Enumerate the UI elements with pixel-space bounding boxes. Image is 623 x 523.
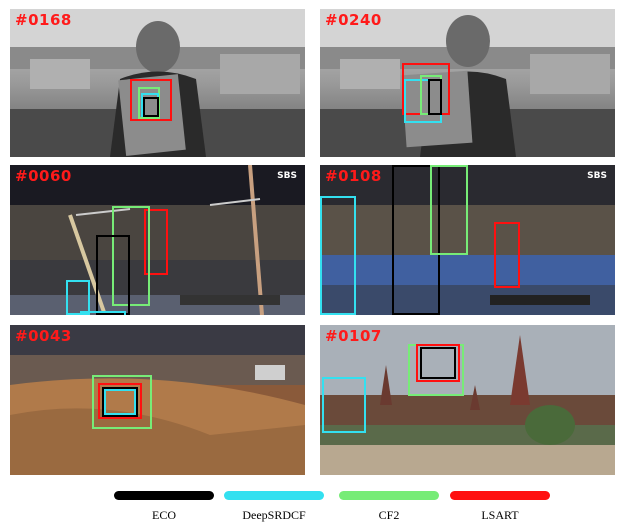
lsart-box (144, 209, 168, 275)
legend-swatch-lsart (450, 491, 550, 500)
frame-3: #0060 SBS (10, 165, 305, 315)
eco-box (392, 165, 440, 315)
legend-label-cf2: CF2 (378, 508, 400, 522)
cf2-box (430, 165, 468, 255)
legend-swatch-cf2 (339, 491, 439, 500)
eco-box (102, 387, 138, 417)
frame-2: #0240 (320, 9, 615, 157)
legend-label-eco: ECO (152, 508, 176, 522)
cf2-box (112, 206, 150, 306)
lsart-box (416, 344, 460, 382)
legend-label-lsart: LSART (481, 508, 519, 522)
frame-6-label: #0107 (325, 327, 382, 345)
frame-1: #0168 (10, 9, 305, 157)
deepsrdcf-box (80, 311, 126, 315)
deepsrdcf-box (320, 196, 356, 315)
frame-4-label: #0108 (325, 167, 382, 185)
frame-2-label: #0240 (325, 11, 382, 29)
legend-swatch-deepsrdcf (224, 491, 324, 500)
sbs-watermark: SBS (277, 171, 297, 181)
legend-swatch-eco (114, 491, 214, 500)
deepsrdcf-box (322, 377, 366, 433)
frame-1-label: #0168 (15, 11, 72, 29)
pole-vault-scene-image (10, 165, 305, 315)
frame-4: #0108 SBS (320, 165, 615, 315)
eco-box (143, 97, 159, 117)
motocross-scene-image (320, 325, 615, 475)
deepsrdcf-box (104, 389, 136, 415)
cf2-box (138, 87, 160, 119)
motocross-scene-image (10, 325, 305, 475)
frame-3-label: #0060 (15, 167, 72, 185)
frame-6: #0107 (320, 325, 615, 475)
eco-box (428, 79, 442, 115)
cf2-box (92, 375, 152, 429)
eco-box (420, 347, 456, 379)
legend-label-deepsrdcf: DeepSRDCF (242, 508, 306, 522)
deepsrdcf-box (66, 280, 90, 315)
lsart-box (98, 383, 142, 419)
lsart-box (130, 79, 172, 121)
lsart-box (494, 222, 520, 288)
eco-box (96, 235, 130, 315)
office-scene-image (10, 9, 305, 157)
frame-5-label: #0043 (15, 327, 72, 345)
office-scene-image (320, 9, 615, 157)
sbs-watermark: SBS (587, 171, 607, 181)
frame-5: #0043 (10, 325, 305, 475)
